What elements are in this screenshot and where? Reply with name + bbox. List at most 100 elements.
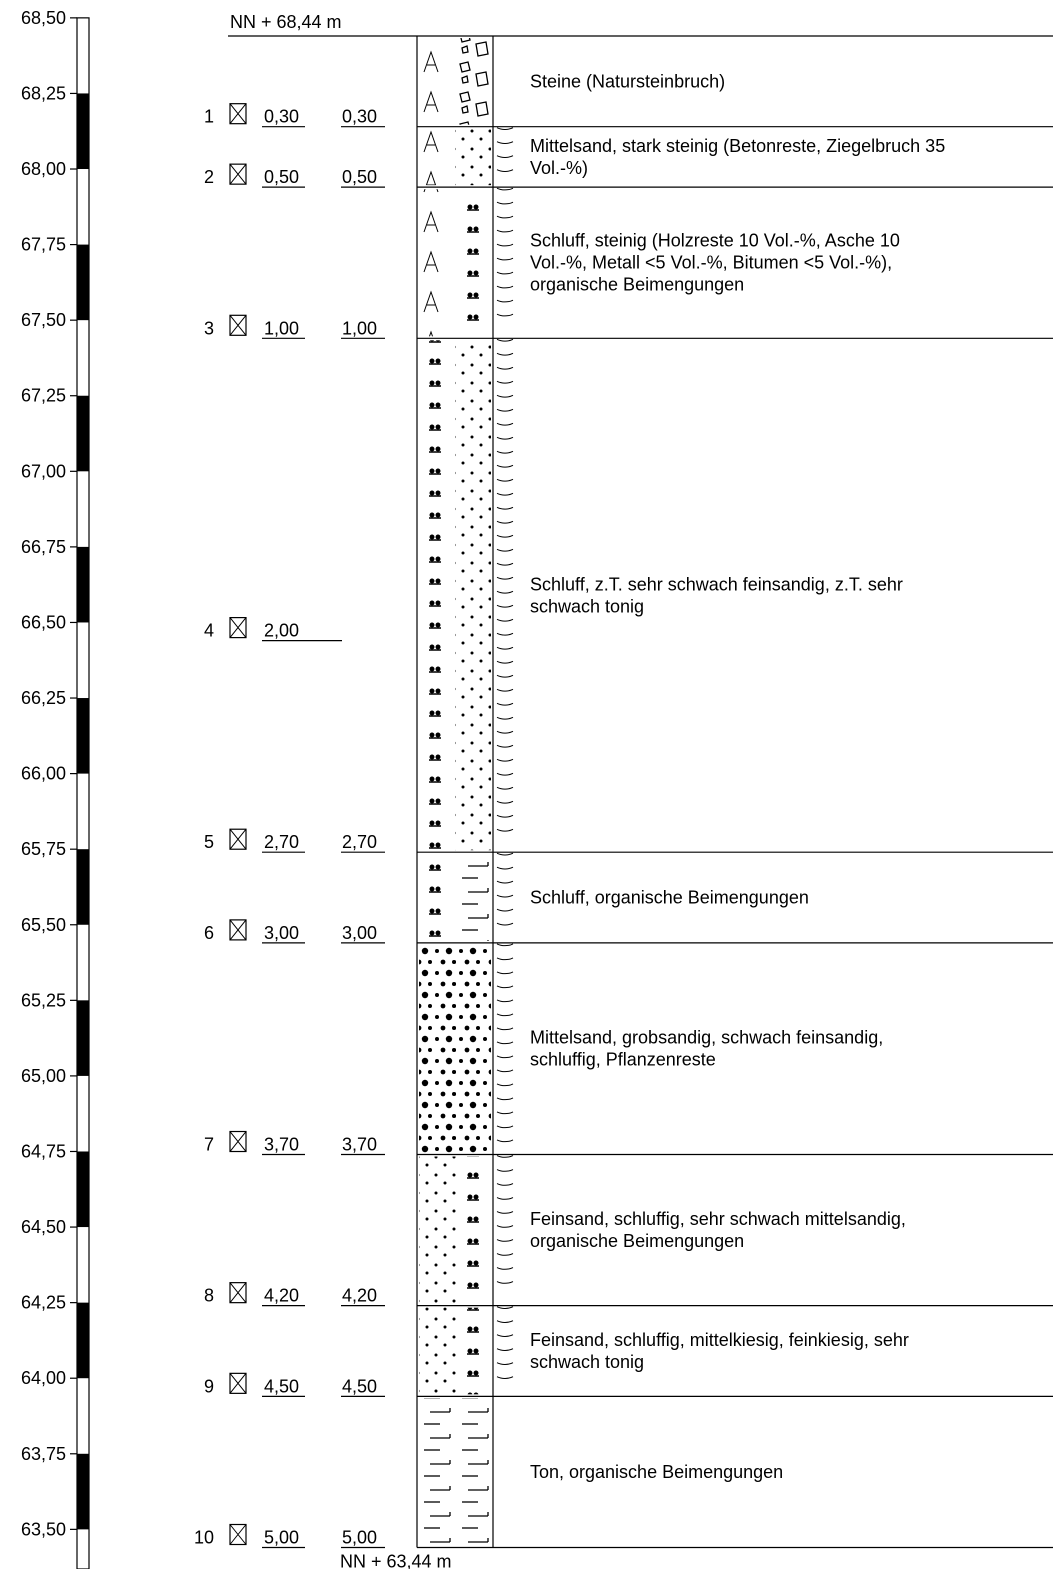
- consistency-arc: [496, 141, 514, 144]
- pattern-left: [419, 340, 457, 851]
- consistency-arc: [496, 548, 514, 552]
- consistency-arc: [496, 866, 514, 870]
- consistency-arc: [496, 1083, 514, 1087]
- sample-cross: [229, 103, 247, 125]
- top-elevation: NN + 68,44 m: [230, 12, 342, 32]
- consistency-arc: [496, 450, 514, 454]
- pattern-left: [419, 189, 457, 337]
- layer-description: Steine (Natursteinbruch): [530, 71, 725, 91]
- consistency-arc: [496, 1139, 514, 1143]
- consistency-arc: [496, 618, 514, 622]
- scale-segment: [77, 395, 89, 472]
- sample-number: 9: [204, 1376, 214, 1396]
- layer-description: Schluff, z.T. sehr schwach feinsandig, z…: [530, 574, 903, 594]
- consistency-arc: [496, 1334, 514, 1337]
- sample-depth: 4,20: [264, 1286, 299, 1306]
- sample-cross: [229, 1282, 247, 1303]
- pattern-right: [455, 854, 491, 941]
- sample-box: [229, 103, 247, 125]
- sample-depth: 1,00: [264, 318, 299, 338]
- consistency-arc: [496, 1306, 514, 1309]
- consistency-arc: [496, 1197, 514, 1200]
- scale-label: 64,00: [21, 1368, 66, 1388]
- consistency-arc: [496, 534, 514, 538]
- sample-depth: 4,50: [264, 1376, 299, 1396]
- consistency-arc: [496, 852, 514, 856]
- consistency-arc: [496, 464, 514, 468]
- consistency-arc: [496, 880, 514, 884]
- consistency-arc: [496, 201, 514, 205]
- consistency-arc: [496, 380, 514, 384]
- scale-label: 67,25: [21, 386, 66, 406]
- sample-cross: [229, 314, 247, 336]
- layer-description: schwach tonig: [530, 596, 644, 616]
- consistency-arc: [496, 285, 514, 289]
- log-content: 68,50 68,25 68,00 67,75 67,50 67,25 67,00 66,75…: [21, 8, 1053, 1569]
- sample-cross: [229, 1524, 247, 1545]
- layer-description: schwach tonig: [530, 1352, 644, 1372]
- consistency-arc: [496, 1348, 514, 1351]
- pattern-left: [419, 38, 457, 125]
- consistency-arc: [496, 1320, 514, 1323]
- sample-number: 6: [204, 923, 214, 943]
- scale-segment: [77, 1453, 89, 1530]
- scale-segment: [77, 244, 89, 321]
- consistency-arc: [496, 674, 514, 678]
- consistency-arc: [496, 299, 514, 303]
- scale-label: 64,75: [21, 1141, 66, 1161]
- pattern-left: [419, 1307, 457, 1395]
- sample-box: [229, 1372, 247, 1394]
- consistency-arc: [496, 1097, 514, 1101]
- sample-cross: [229, 163, 247, 185]
- consistency-arc: [496, 1225, 514, 1228]
- consistency-arc: [496, 271, 514, 275]
- sample-number: 8: [204, 1286, 214, 1306]
- pattern-right: [455, 1156, 491, 1304]
- consistency-arc: [496, 646, 514, 650]
- consistency-arc: [496, 957, 514, 961]
- pattern-right: [455, 189, 491, 337]
- bottom-elevation: NN + 63,44 m: [340, 1552, 452, 1569]
- consistency-arc: [496, 229, 514, 233]
- sample-number: 10: [194, 1528, 214, 1548]
- consistency-arc: [496, 744, 514, 748]
- consistency-arc: [496, 352, 514, 356]
- consistency-arc: [496, 716, 514, 720]
- scale-label: 63,75: [21, 1444, 66, 1464]
- consistency-arc: [496, 520, 514, 524]
- consistency-arc: [496, 492, 514, 496]
- sample-cross: [229, 1373, 247, 1394]
- sample-number: 4: [204, 621, 214, 641]
- pattern-left: [419, 1398, 457, 1546]
- pattern-right: [455, 38, 491, 125]
- layer-bottom-depth: 0,50: [342, 167, 377, 187]
- scale-label: 65,00: [21, 1066, 66, 1086]
- consistency-arc: [496, 828, 514, 832]
- scale-label: 68,50: [21, 8, 66, 28]
- sample-box: [229, 919, 247, 941]
- layer-description: Ton, organische Beimengungen: [530, 1462, 783, 1482]
- consistency-arc: [496, 155, 514, 158]
- consistency-arc: [496, 366, 514, 370]
- layer-description: schluffig, Pflanzenreste: [530, 1050, 716, 1070]
- consistency-arc: [496, 1239, 514, 1242]
- scale-label: 67,75: [21, 235, 66, 255]
- consistency-arc: [496, 243, 514, 247]
- sample-box: [229, 828, 247, 850]
- consistency-arc: [496, 1111, 514, 1115]
- pattern-right: [455, 340, 491, 851]
- consistency-arc: [496, 1055, 514, 1059]
- consistency-arc: [496, 908, 514, 912]
- consistency-arc: [496, 730, 514, 734]
- sample-depth: 0,50: [264, 167, 299, 187]
- consistency-arc: [496, 422, 514, 426]
- consistency-arc: [496, 943, 514, 947]
- sample-box: [229, 163, 247, 185]
- scale-segment: [77, 1302, 89, 1379]
- consistency-arc: [496, 506, 514, 510]
- pattern-right: [455, 1307, 491, 1395]
- consistency-arc: [496, 800, 514, 804]
- sample-box: [229, 1523, 247, 1546]
- consistency-arc: [496, 436, 514, 440]
